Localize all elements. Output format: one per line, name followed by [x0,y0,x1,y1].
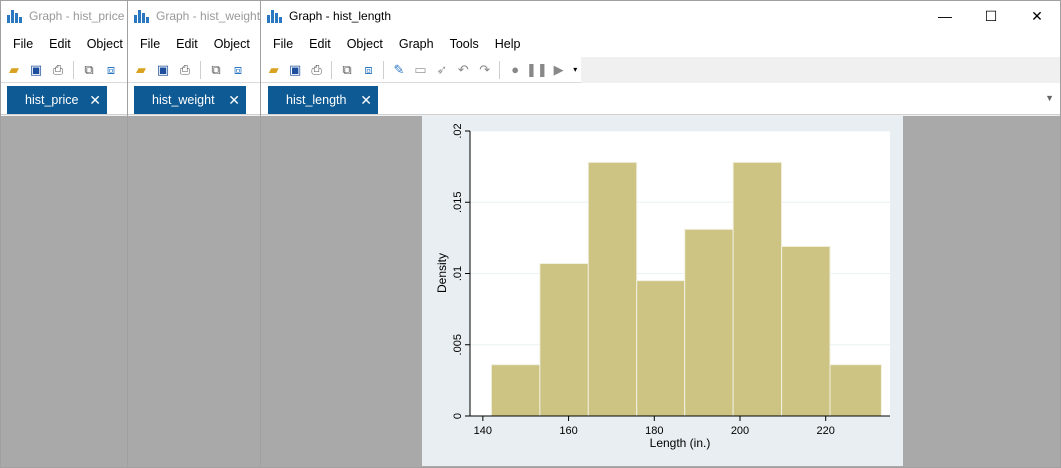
toolbar: ▰ ▣ ⎙ ⧉ ⧈ ✎ ▭ ➶ ↶ ↷ ● ❚❚ ▶ ▾ [261,57,581,83]
close-tab-icon[interactable]: ✕ [228,91,240,108]
play-icon[interactable]: ▶ [553,61,564,77]
window-title: Graph - hist_price [29,9,125,23]
menu-edit[interactable]: Edit [49,37,71,51]
histogram-bar [636,280,686,417]
menu-tools[interactable]: Tools [449,37,479,51]
menu-file[interactable]: File [13,37,34,51]
toolbar: ▰ ▣ ⎙ ⧉ ⧈ [128,57,266,83]
histogram-chart: 0 .005 .01 .015 .02 140 160 180 200 220 Length (i… [422,116,903,466]
copy-icon[interactable]: ⧉ [211,61,221,77]
graph-app-icon [267,9,283,23]
x-tick-label: 200 [731,425,749,437]
y-tick-label: .005 [452,334,464,355]
tab-hist-weight[interactable]: hist_weight ✕ [134,86,246,114]
toolbar-separator [73,60,74,79]
save-icon[interactable]: ▣ [29,61,43,77]
toolbar-separator [331,60,333,79]
graph-canvas [128,116,266,467]
close-tab-icon[interactable]: ✕ [89,91,101,108]
tab-strip: hist_price ✕ [1,83,129,115]
tab-label: hist_price [25,93,79,107]
menu-help[interactable]: Help [494,37,521,51]
maximize-button[interactable]: ☐ [984,7,998,24]
tab-hist-length[interactable]: hist_length ✕ [268,86,378,114]
menu-object[interactable]: Object [213,37,250,51]
x-tick-label: 220 [817,425,835,437]
print-icon[interactable]: ⎙ [179,61,191,77]
redo-icon[interactable]: ↷ [479,61,491,77]
print-icon[interactable]: ⎙ [311,61,322,77]
copy-icon[interactable]: ⧉ [342,61,352,77]
pause-icon[interactable]: ❚❚ [526,61,548,77]
open-icon[interactable]: ▰ [9,61,19,77]
paste-icon[interactable]: ⧈ [364,61,373,77]
window-title: Graph - hist_weight [156,9,261,23]
titlebar[interactable]: Graph - hist_price [1,1,129,31]
menu-edit[interactable]: Edit [176,37,198,51]
window-hist-length[interactable]: Graph - hist_length — ☐ ✕ File Edit Obje… [260,0,1061,468]
open-icon[interactable]: ▰ [268,61,279,77]
histogram-bar [829,364,882,417]
toolbar-separator [383,60,385,79]
y-tick-label: .02 [452,123,464,138]
graph-canvas: 0 .005 .01 .015 .02 140 160 180 200 220 Length (i… [261,116,1060,467]
y-tick-label: 0 [452,413,464,419]
histogram-bar [490,364,541,417]
print-icon[interactable]: ⎙ [52,61,64,77]
titlebar[interactable]: Graph - hist_weight [128,1,266,31]
tab-hist-price[interactable]: hist_price ✕ [7,86,107,114]
record-icon[interactable]: ● [511,62,520,77]
histogram-bar [587,161,638,417]
y-tick-label: .01 [452,266,464,281]
save-icon[interactable]: ▣ [289,61,302,77]
dropdown-arrow-icon[interactable]: ▾ [573,65,578,74]
titlebar[interactable]: Graph - hist_length — ☐ ✕ [261,1,1060,31]
x-tick-label: 140 [474,425,492,437]
menubar: File Edit Object [128,31,266,57]
tab-list-dropdown-icon[interactable]: ▼ [1045,93,1054,103]
window-hist-weight[interactable]: Graph - hist_weight File Edit Object ▰ ▣… [127,0,267,468]
x-tick-label: 160 [559,425,577,437]
close-tab-icon[interactable]: ✕ [360,91,372,108]
open-icon[interactable]: ▰ [136,61,146,77]
tab-label: hist_weight [152,93,215,107]
tab-label: hist_length [286,93,347,107]
rename-icon[interactable]: ▭ [414,61,427,77]
graph-editor-icon[interactable]: ✎ [393,61,405,77]
menubar: File Edit Object [1,31,129,57]
graph-canvas [1,116,129,467]
tab-strip: hist_weight ✕ [128,83,266,115]
undo-icon[interactable]: ↶ [457,61,469,77]
menu-graph[interactable]: Graph [398,37,434,51]
menu-file[interactable]: File [273,37,294,51]
menu-edit[interactable]: Edit [309,37,331,51]
window-title: Graph - hist_length [289,9,392,23]
paste-icon[interactable]: ⧈ [106,61,116,77]
menubar: File Edit Object Graph Tools Help [261,31,1060,57]
save-icon[interactable]: ▣ [156,61,170,77]
histogram-bar [732,161,783,417]
y-tick-label: .015 [452,192,464,213]
menu-object[interactable]: Object [86,37,123,51]
histogram-bar [684,228,734,417]
paste-icon[interactable]: ⧈ [233,61,243,77]
window-hist-price[interactable]: Graph - hist_price File Edit Object ▰ ▣ … [0,0,130,468]
x-axis-title: Length (in.) [650,436,711,450]
tab-strip: hist_length ✕ ▼ [261,83,1060,115]
minimize-button[interactable]: — [938,8,952,24]
x-tick-label: 180 [645,425,663,437]
histogram-bar [781,245,831,417]
graph-app-icon [134,9,150,23]
pointer-icon[interactable]: ➶ [436,61,448,77]
y-axis-title: Density [435,253,449,293]
toolbar: ▰ ▣ ⎙ ⧉ ⧈ [1,57,129,83]
toolbar-separator [499,60,501,79]
graph-app-icon [7,9,23,23]
toolbar-separator [200,60,201,79]
copy-icon[interactable]: ⧉ [84,61,94,77]
histogram-bar [539,263,589,417]
close-window-button[interactable]: ✕ [1031,7,1043,24]
menu-file[interactable]: File [140,37,161,51]
menu-object[interactable]: Object [346,37,383,51]
